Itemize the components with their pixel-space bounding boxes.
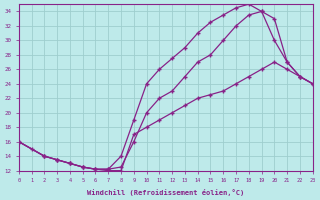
X-axis label: Windchill (Refroidissement éolien,°C): Windchill (Refroidissement éolien,°C) — [87, 189, 244, 196]
